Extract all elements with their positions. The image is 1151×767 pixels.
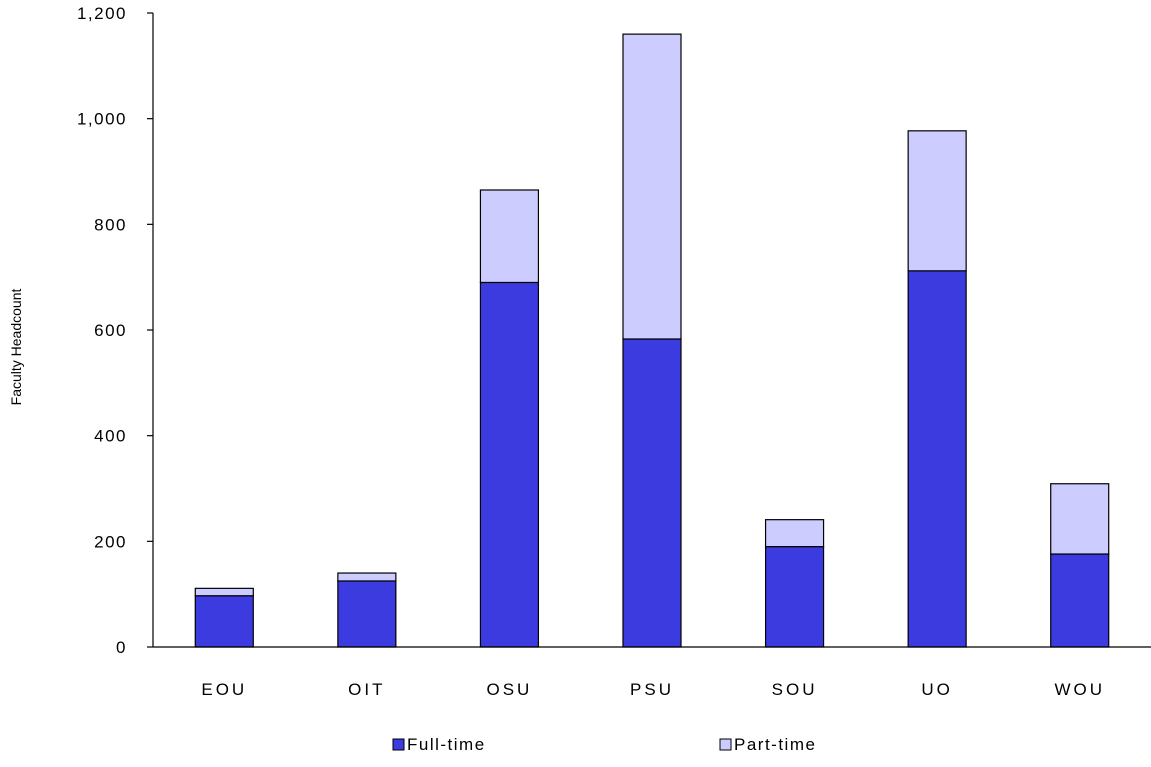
x-tick-label: UO [921, 680, 953, 699]
y-axis-label: Faculty Headcount [8, 289, 24, 406]
y-tick-label: 600 [94, 321, 127, 340]
x-tick-label: WOU [1054, 680, 1105, 699]
x-tick-label: EOU [201, 680, 247, 699]
y-tick-label: 1,200 [77, 4, 127, 23]
full-time-bar [622, 338, 682, 648]
x-tick-label: OIT [348, 680, 385, 699]
full-time-bar [907, 270, 967, 648]
legend-swatch [392, 738, 405, 751]
y-tick-label: 800 [94, 215, 127, 234]
part-time-bar [1050, 483, 1110, 555]
full-time-bar [764, 546, 825, 648]
legend-swatch [719, 738, 732, 751]
part-time-bar [337, 572, 397, 582]
y-axis: 0 200 400 600 800 1,000 1,200 [77, 4, 154, 657]
full-time-bar [1050, 553, 1110, 648]
part-time-bar [194, 587, 254, 597]
part-time-bar [764, 519, 825, 548]
y-tick-label: 200 [94, 532, 127, 551]
y-tick-label: 1,000 [77, 110, 127, 129]
y-tick-label: 0 [116, 638, 127, 657]
full-time-bar [479, 281, 540, 648]
part-time-bar [907, 130, 967, 272]
x-tick-label: SOU [772, 680, 818, 699]
y-tick-label: 400 [94, 427, 127, 446]
full-time-bar [194, 595, 254, 648]
legend-label: Part-time [734, 735, 816, 754]
part-time-bar [479, 189, 540, 284]
legend-label: Full-time [407, 735, 486, 754]
x-tick-label: OSU [487, 680, 533, 699]
x-tick-label: PSU [630, 680, 674, 699]
bars [194, 33, 1110, 648]
part-time-bar [622, 33, 682, 340]
full-time-bar [337, 580, 397, 648]
x-axis: EOU OIT OSU PSU SOU UO WOU [153, 646, 1151, 699]
legend: Full-time Part-time [392, 735, 816, 754]
